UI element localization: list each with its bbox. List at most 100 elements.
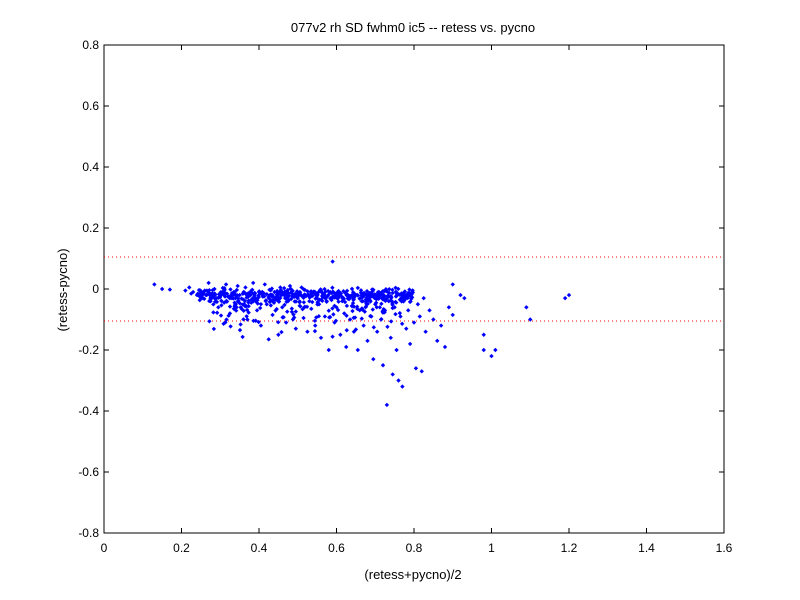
data-point: [370, 307, 375, 312]
data-point: [264, 302, 269, 307]
data-point: [342, 311, 347, 316]
data-point: [361, 323, 366, 328]
data-point: [318, 335, 324, 340]
data-point: [272, 289, 277, 295]
data-point: [288, 296, 294, 302]
data-point: [284, 288, 290, 294]
data-point: [325, 294, 330, 299]
data-point: [442, 344, 448, 350]
data-point: [382, 294, 387, 299]
data-point: [276, 320, 281, 325]
data-point: [403, 293, 409, 298]
y-tick-label: 0.6: [82, 99, 99, 113]
data-point: [239, 306, 244, 312]
data-point: [333, 292, 338, 298]
data-point: [222, 294, 228, 299]
data-point: [228, 287, 233, 292]
data-point: [493, 347, 498, 353]
data-point: [322, 286, 327, 292]
data-point: [562, 295, 568, 301]
data-point: [213, 299, 218, 304]
data-point: [374, 329, 380, 334]
data-point: [373, 302, 378, 307]
data-point: [221, 300, 227, 305]
data-point: [258, 323, 264, 328]
data-point: [208, 299, 213, 304]
data-point: [380, 297, 386, 302]
data-point: [260, 294, 266, 299]
data-point: [249, 300, 254, 305]
data-point: [367, 290, 372, 296]
data-point: [371, 287, 376, 292]
y-tick-label: 0.4: [82, 160, 99, 174]
data-point: [528, 317, 533, 322]
data-point: [481, 347, 486, 353]
data-point: [376, 292, 382, 298]
data-point: [380, 363, 386, 368]
data-point: [289, 306, 295, 311]
data-point: [344, 313, 349, 318]
data-point: [390, 372, 395, 377]
data-point: [364, 288, 370, 294]
y-tick-label: 0.8: [82, 38, 99, 52]
data-point: [411, 320, 417, 325]
data-point: [234, 293, 239, 298]
data-point: [253, 318, 258, 323]
data-point: [374, 305, 379, 310]
data-point: [227, 304, 233, 309]
data-point: [489, 353, 494, 359]
data-point: [372, 292, 377, 297]
data-point: [282, 302, 287, 308]
data-point: [359, 290, 364, 296]
data-point: [210, 287, 215, 293]
data-point: [268, 303, 274, 308]
x-tick-label: 1.6: [716, 541, 733, 555]
data-point: [250, 299, 256, 304]
data-point: [435, 338, 440, 344]
data-point: [351, 329, 357, 334]
data-point: [376, 296, 381, 301]
data-point: [292, 299, 297, 304]
data-point: [303, 292, 308, 298]
data-point: [159, 286, 165, 292]
data-point: [371, 325, 376, 330]
data-point: [285, 309, 290, 314]
x-tick-label: 1: [488, 541, 495, 555]
data-point: [274, 297, 279, 302]
data-point: [264, 292, 270, 297]
data-point: [344, 328, 349, 333]
data-point: [421, 295, 426, 301]
data-point: [219, 303, 224, 308]
data-point: [382, 308, 388, 313]
data-point: [326, 347, 331, 353]
data-point: [347, 317, 353, 322]
data-point: [218, 313, 224, 318]
data-point: [283, 296, 289, 301]
data-point: [330, 306, 335, 311]
data-point: [293, 326, 299, 331]
data-point: [277, 289, 283, 294]
data-point: [244, 314, 249, 319]
data-point: [326, 308, 331, 313]
chart-title: 077v2 rh SD fwhm0 ic5 -- retess vs. pycn…: [291, 20, 535, 35]
data-point: [229, 295, 235, 301]
data-point: [387, 286, 392, 292]
data-point: [283, 320, 289, 325]
data-point: [330, 289, 336, 294]
data-point: [351, 297, 356, 303]
data-point: [216, 305, 221, 310]
data-point: [225, 294, 231, 299]
data-point: [235, 283, 240, 289]
data-point: [407, 341, 413, 347]
data-point: [246, 294, 251, 299]
data-point: [362, 309, 367, 314]
data-point: [346, 293, 351, 298]
data-point: [247, 292, 252, 298]
data-point: [301, 315, 306, 321]
data-point: [256, 289, 262, 295]
data-point: [310, 293, 315, 299]
x-tick-label: 0.2: [173, 541, 190, 555]
data-point: [274, 306, 279, 312]
data-point: [202, 288, 207, 293]
